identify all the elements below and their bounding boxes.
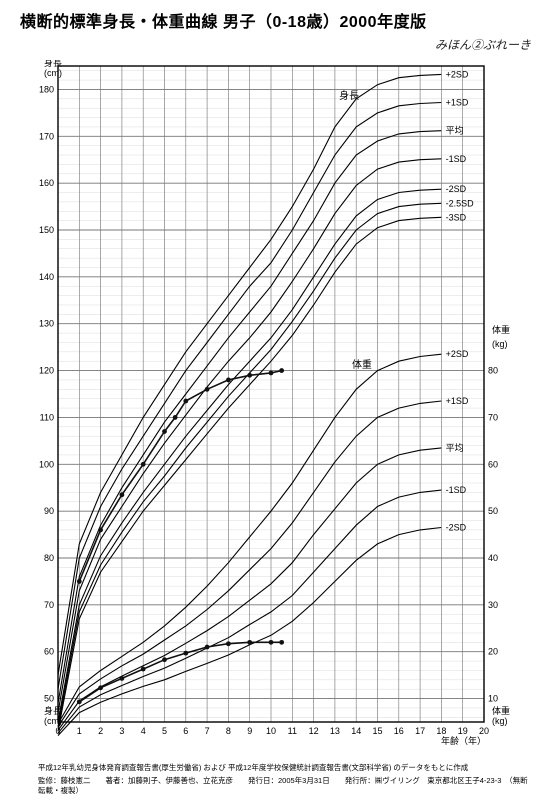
svg-text:120: 120 [39,366,54,376]
svg-text:130: 130 [39,319,54,329]
svg-text:-2SD: -2SD [446,523,467,533]
svg-text:12: 12 [309,726,319,736]
svg-text:8: 8 [226,726,231,736]
svg-text:140: 140 [39,272,54,282]
svg-text:5: 5 [162,726,167,736]
svg-text:70: 70 [44,600,54,610]
svg-text:90: 90 [44,506,54,516]
svg-text:体重: 体重 [492,705,510,716]
svg-text:7: 7 [205,726,210,736]
svg-text:80: 80 [44,553,54,563]
svg-text:150: 150 [39,225,54,235]
footer-line-2: 監修：藤枝憲二 著者：加藤則子、伊藤善也、立花克彦 発行日：2005年3月31日… [38,776,528,796]
svg-text:80: 80 [488,366,498,376]
svg-text:40: 40 [488,553,498,563]
svg-text:体重: 体重 [492,324,510,335]
svg-text:10: 10 [488,694,498,704]
svg-text:6: 6 [183,726,188,736]
svg-text:180: 180 [39,84,54,94]
svg-text:(kg): (kg) [492,339,508,349]
svg-text:15: 15 [372,726,382,736]
svg-text:(cm): (cm) [44,716,62,726]
svg-text:20: 20 [488,647,498,657]
svg-text:170: 170 [39,131,54,141]
svg-text:+1SD: +1SD [446,396,469,406]
svg-text:50: 50 [488,506,498,516]
svg-text:4: 4 [141,726,146,736]
svg-text:-1SD: -1SD [446,485,467,495]
svg-text:3: 3 [119,726,124,736]
svg-text:10: 10 [266,726,276,736]
svg-text:2: 2 [98,726,103,736]
page-title: 横断的標準身長・体重曲線 男子（0-18歳）2000年度版 [20,8,427,32]
svg-text:20: 20 [479,726,489,736]
svg-text:+2SD: +2SD [446,349,469,359]
svg-text:平均: 平均 [446,125,464,136]
svg-text:16: 16 [394,726,404,736]
svg-text:-1SD: -1SD [446,154,467,164]
svg-text:14: 14 [351,726,361,736]
svg-text:60: 60 [44,647,54,657]
svg-text:(kg): (kg) [492,716,508,726]
svg-text:-2SD: -2SD [446,184,467,194]
growth-chart: 01234567891011121314151617181920年齢（年）506… [34,60,528,748]
svg-text:9: 9 [247,726,252,736]
svg-text:-3SD: -3SD [446,212,467,222]
svg-text:19: 19 [458,726,468,736]
svg-text:身長: 身長 [44,705,62,716]
svg-text:18: 18 [436,726,446,736]
svg-text:年齢（年）: 年齢（年） [441,735,486,746]
svg-text:身長: 身長 [44,60,62,68]
svg-text:30: 30 [488,600,498,610]
footer-line-1: 平成12年乳幼児身体発育調査報告書(厚生労働省) および 平成12年度学校保健統… [38,763,528,773]
svg-text:70: 70 [488,412,498,422]
svg-text:60: 60 [488,459,498,469]
svg-text:11: 11 [288,726,297,736]
svg-text:身長: 身長 [339,89,359,102]
svg-text:110: 110 [40,412,54,422]
svg-text:体重: 体重 [352,358,372,371]
svg-text:-2.5SD: -2.5SD [446,198,475,208]
svg-text:50: 50 [44,694,54,704]
svg-text:(cm): (cm) [44,68,62,78]
svg-text:100: 100 [39,459,54,469]
svg-text:0: 0 [55,726,60,736]
svg-text:+1SD: +1SD [446,98,469,108]
svg-text:13: 13 [330,726,340,736]
svg-text:160: 160 [39,178,54,188]
svg-text:+2SD: +2SD [446,69,469,79]
svg-text:平均: 平均 [446,442,464,453]
svg-text:1: 1 [77,726,82,736]
sample-caption: みほん②ぶれーき [435,36,531,53]
svg-text:17: 17 [415,726,425,736]
